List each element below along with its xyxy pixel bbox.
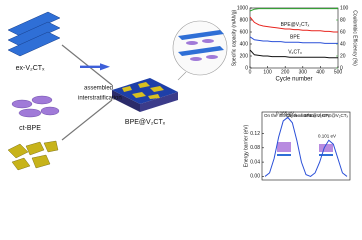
graphical-abstract: ex-V₂CTₓ ct-BPE assembled interstratific… — [7, 5, 358, 181]
y-tick-label: 0.08 — [250, 145, 260, 151]
series-label: BPE — [290, 35, 301, 41]
y-axis-title: Specific capacity (mAh/g) — [231, 9, 237, 66]
y-tick-label: 1000 — [237, 5, 248, 11]
series-line — [249, 36, 338, 44]
series-label: V₂CTₓ — [288, 50, 302, 56]
annotation: 0.165 eV — [276, 111, 294, 116]
x-axis-title: Cycle number — [275, 77, 312, 83]
series-line — [249, 16, 338, 33]
x-tick-label: 100 — [263, 69, 272, 75]
plot-frame — [261, 111, 351, 181]
label: ct-BPE — [19, 125, 41, 132]
series-line — [264, 116, 348, 177]
y-tick-label: 800 — [240, 17, 249, 23]
y2-tick-label: 0 — [340, 65, 343, 71]
series-line — [249, 49, 338, 59]
x-tick-label: 400 — [316, 69, 325, 75]
annotation: 0.101 eV — [318, 133, 336, 138]
label: assembled — [84, 86, 113, 92]
layered-sheets — [7, 11, 333, 171]
y2-axis-title: Coulombic Efficiency (%) — [352, 10, 358, 66]
series-label: BPE@V₂CTₓ — [281, 22, 310, 28]
y2-tick-label: 60 — [340, 29, 346, 35]
y2-tick-label: 80 — [340, 17, 346, 23]
y-tick-label: 600 — [240, 29, 249, 35]
y-tick-label: 200 — [240, 53, 249, 59]
y-tick-label: 0.12 — [250, 131, 260, 137]
label: BPE@V₂CTₓ — [125, 119, 166, 126]
label: interstratification — [78, 96, 122, 102]
y2-tick-label: 20 — [340, 53, 346, 59]
y-tick-label: 0.00 — [250, 174, 260, 180]
x-tick-label: 200 — [281, 69, 290, 75]
series-line — [249, 8, 338, 12]
label: ex-V₂CTₓ — [16, 65, 45, 72]
y2-tick-label: 40 — [340, 41, 346, 47]
x-tick-label: 300 — [299, 69, 308, 75]
y-tick-label: 0 — [245, 65, 248, 71]
x-tick-label: 0 — [249, 69, 252, 75]
x-tick-label: 500 — [334, 69, 343, 75]
y-tick-label: 0.04 — [250, 159, 260, 165]
y-axis-title: Energy barrier (eV) — [243, 124, 249, 167]
annotation: On the interlayer of BPE@V₂CTₓ — [264, 113, 330, 118]
plot-frame — [249, 7, 339, 69]
y2-tick-label: 100 — [340, 5, 349, 11]
y-tick-label: 400 — [240, 41, 249, 47]
annotation: On the surface of BPE@V₂CTₓ — [286, 113, 348, 118]
